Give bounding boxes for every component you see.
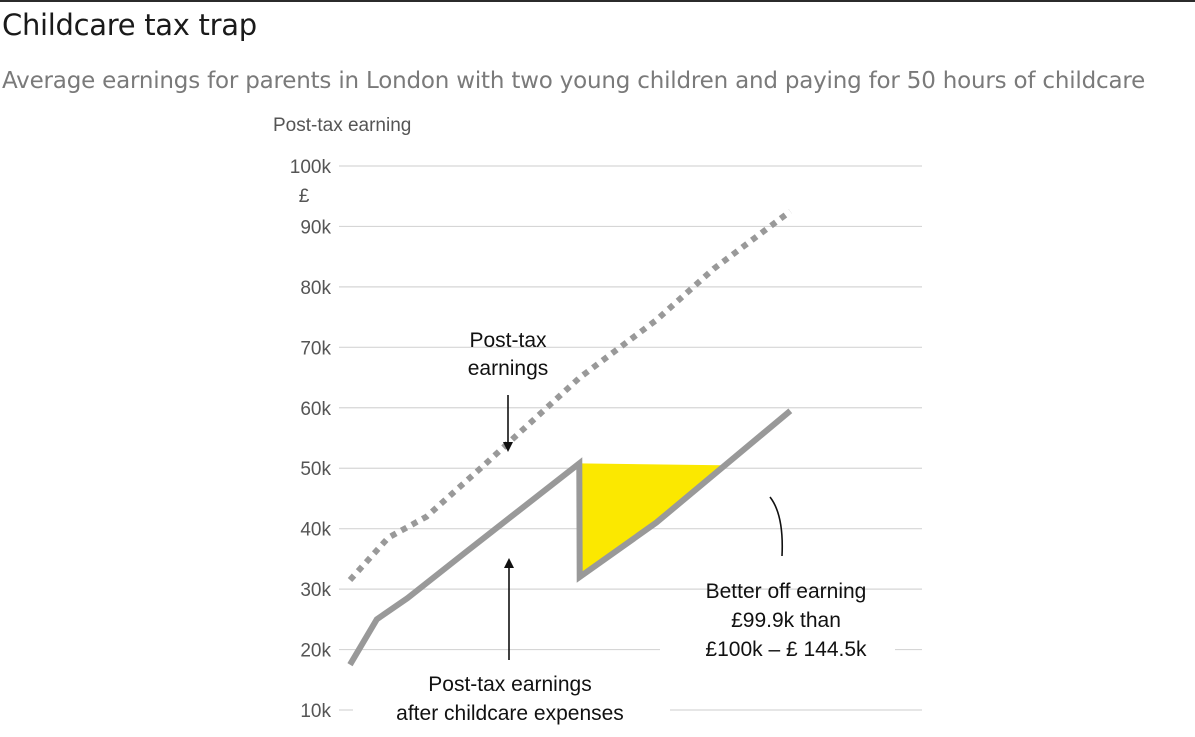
- annotation-after-childcare-line: Post-tax earnings: [428, 673, 591, 696]
- annotation-better-off-line: £100k – £ 144.5k: [705, 638, 867, 661]
- annotation-after-childcare-line: after childcare expenses: [396, 702, 624, 725]
- y-tick-label-60k: 60k: [300, 399, 331, 420]
- annotation-better-off-line: Better off earning: [706, 580, 867, 603]
- tick-layer: 100k 90k 80k 70k 60k 50k 40k 30k 20k 10k: [290, 157, 332, 722]
- y-tick-label-70k: 70k: [300, 338, 331, 359]
- series-post-tax-earnings-line: [347, 208, 793, 583]
- y-tick-label-40k: 40k: [300, 520, 331, 541]
- y-tick-label-30k: 30k: [300, 580, 331, 601]
- y-tick-label-90k: 90k: [300, 217, 331, 238]
- y-tick-label-10k: 10k: [300, 701, 331, 722]
- y-tick-label-20k: 20k: [300, 641, 331, 662]
- chart-title: Childcare tax trap: [2, 8, 257, 42]
- y-tick-label-100k: 100k: [290, 157, 332, 178]
- y-tick-label-50k: 50k: [300, 459, 331, 480]
- series-layer: [347, 208, 793, 667]
- y-axis-unit: £: [299, 186, 310, 207]
- y-tick-label-80k: 80k: [300, 278, 331, 299]
- top-rule: [0, 0, 1195, 2]
- leader-better-off: [769, 496, 784, 557]
- annotation-post-tax-line: Post-tax: [469, 329, 547, 352]
- chart-subtitle: Average earnings for parents in London w…: [2, 68, 1146, 94]
- y-axis-label: Post-tax earning: [273, 115, 411, 136]
- annotation-better-off-line: £99.9k than: [731, 609, 841, 632]
- series-after-childcare-line: [347, 408, 793, 667]
- annotation-post-tax: Post-tax earnings: [468, 329, 549, 380]
- annotation-post-tax-line: earnings: [468, 357, 549, 380]
- annotation-better-off: Better off earning £99.9k than £100k – £ 1…: [705, 580, 867, 661]
- annotation-after-childcare: Post-tax earnings after childcare expense…: [396, 673, 624, 725]
